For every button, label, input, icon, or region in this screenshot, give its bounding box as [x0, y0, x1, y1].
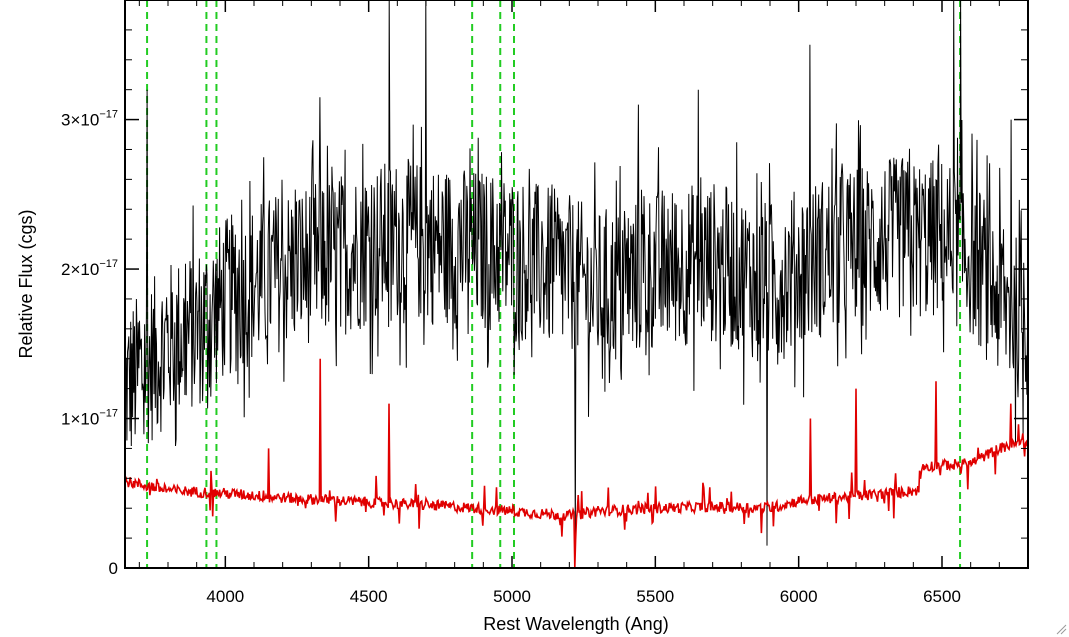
x-axis: 4000 4500 5000 5500 6000 6500 [138, 0, 1029, 606]
resize-grip-icon[interactable] [1055, 623, 1067, 635]
plot-frame [124, 0, 1029, 569]
y-tick-label: 0 [109, 559, 118, 578]
x-tick-label: 5000 [493, 587, 531, 606]
x-tick-label: 4500 [350, 587, 388, 606]
y-tick-label: 1×10−17 [61, 408, 118, 429]
y-axis: 0 1×10−17 2×10−17 3×10−17 [61, 29, 1028, 578]
error-series-line [125, 358, 1028, 568]
y-tick-label: 3×10−17 [61, 109, 118, 130]
x-tick-label: 6500 [923, 587, 961, 606]
y-tick-label: 2×10−17 [61, 258, 118, 279]
x-tick-label: 4000 [206, 587, 244, 606]
series-layer [125, 0, 1028, 568]
spectrum-series-line [125, 0, 1028, 546]
x-axis-title: Rest Wavelength (Ang) [483, 614, 668, 634]
x-tick-label: 5500 [636, 587, 674, 606]
x-tick-label: 6000 [780, 587, 818, 606]
y-axis-title: Relative Flux (cgs) [16, 209, 36, 358]
